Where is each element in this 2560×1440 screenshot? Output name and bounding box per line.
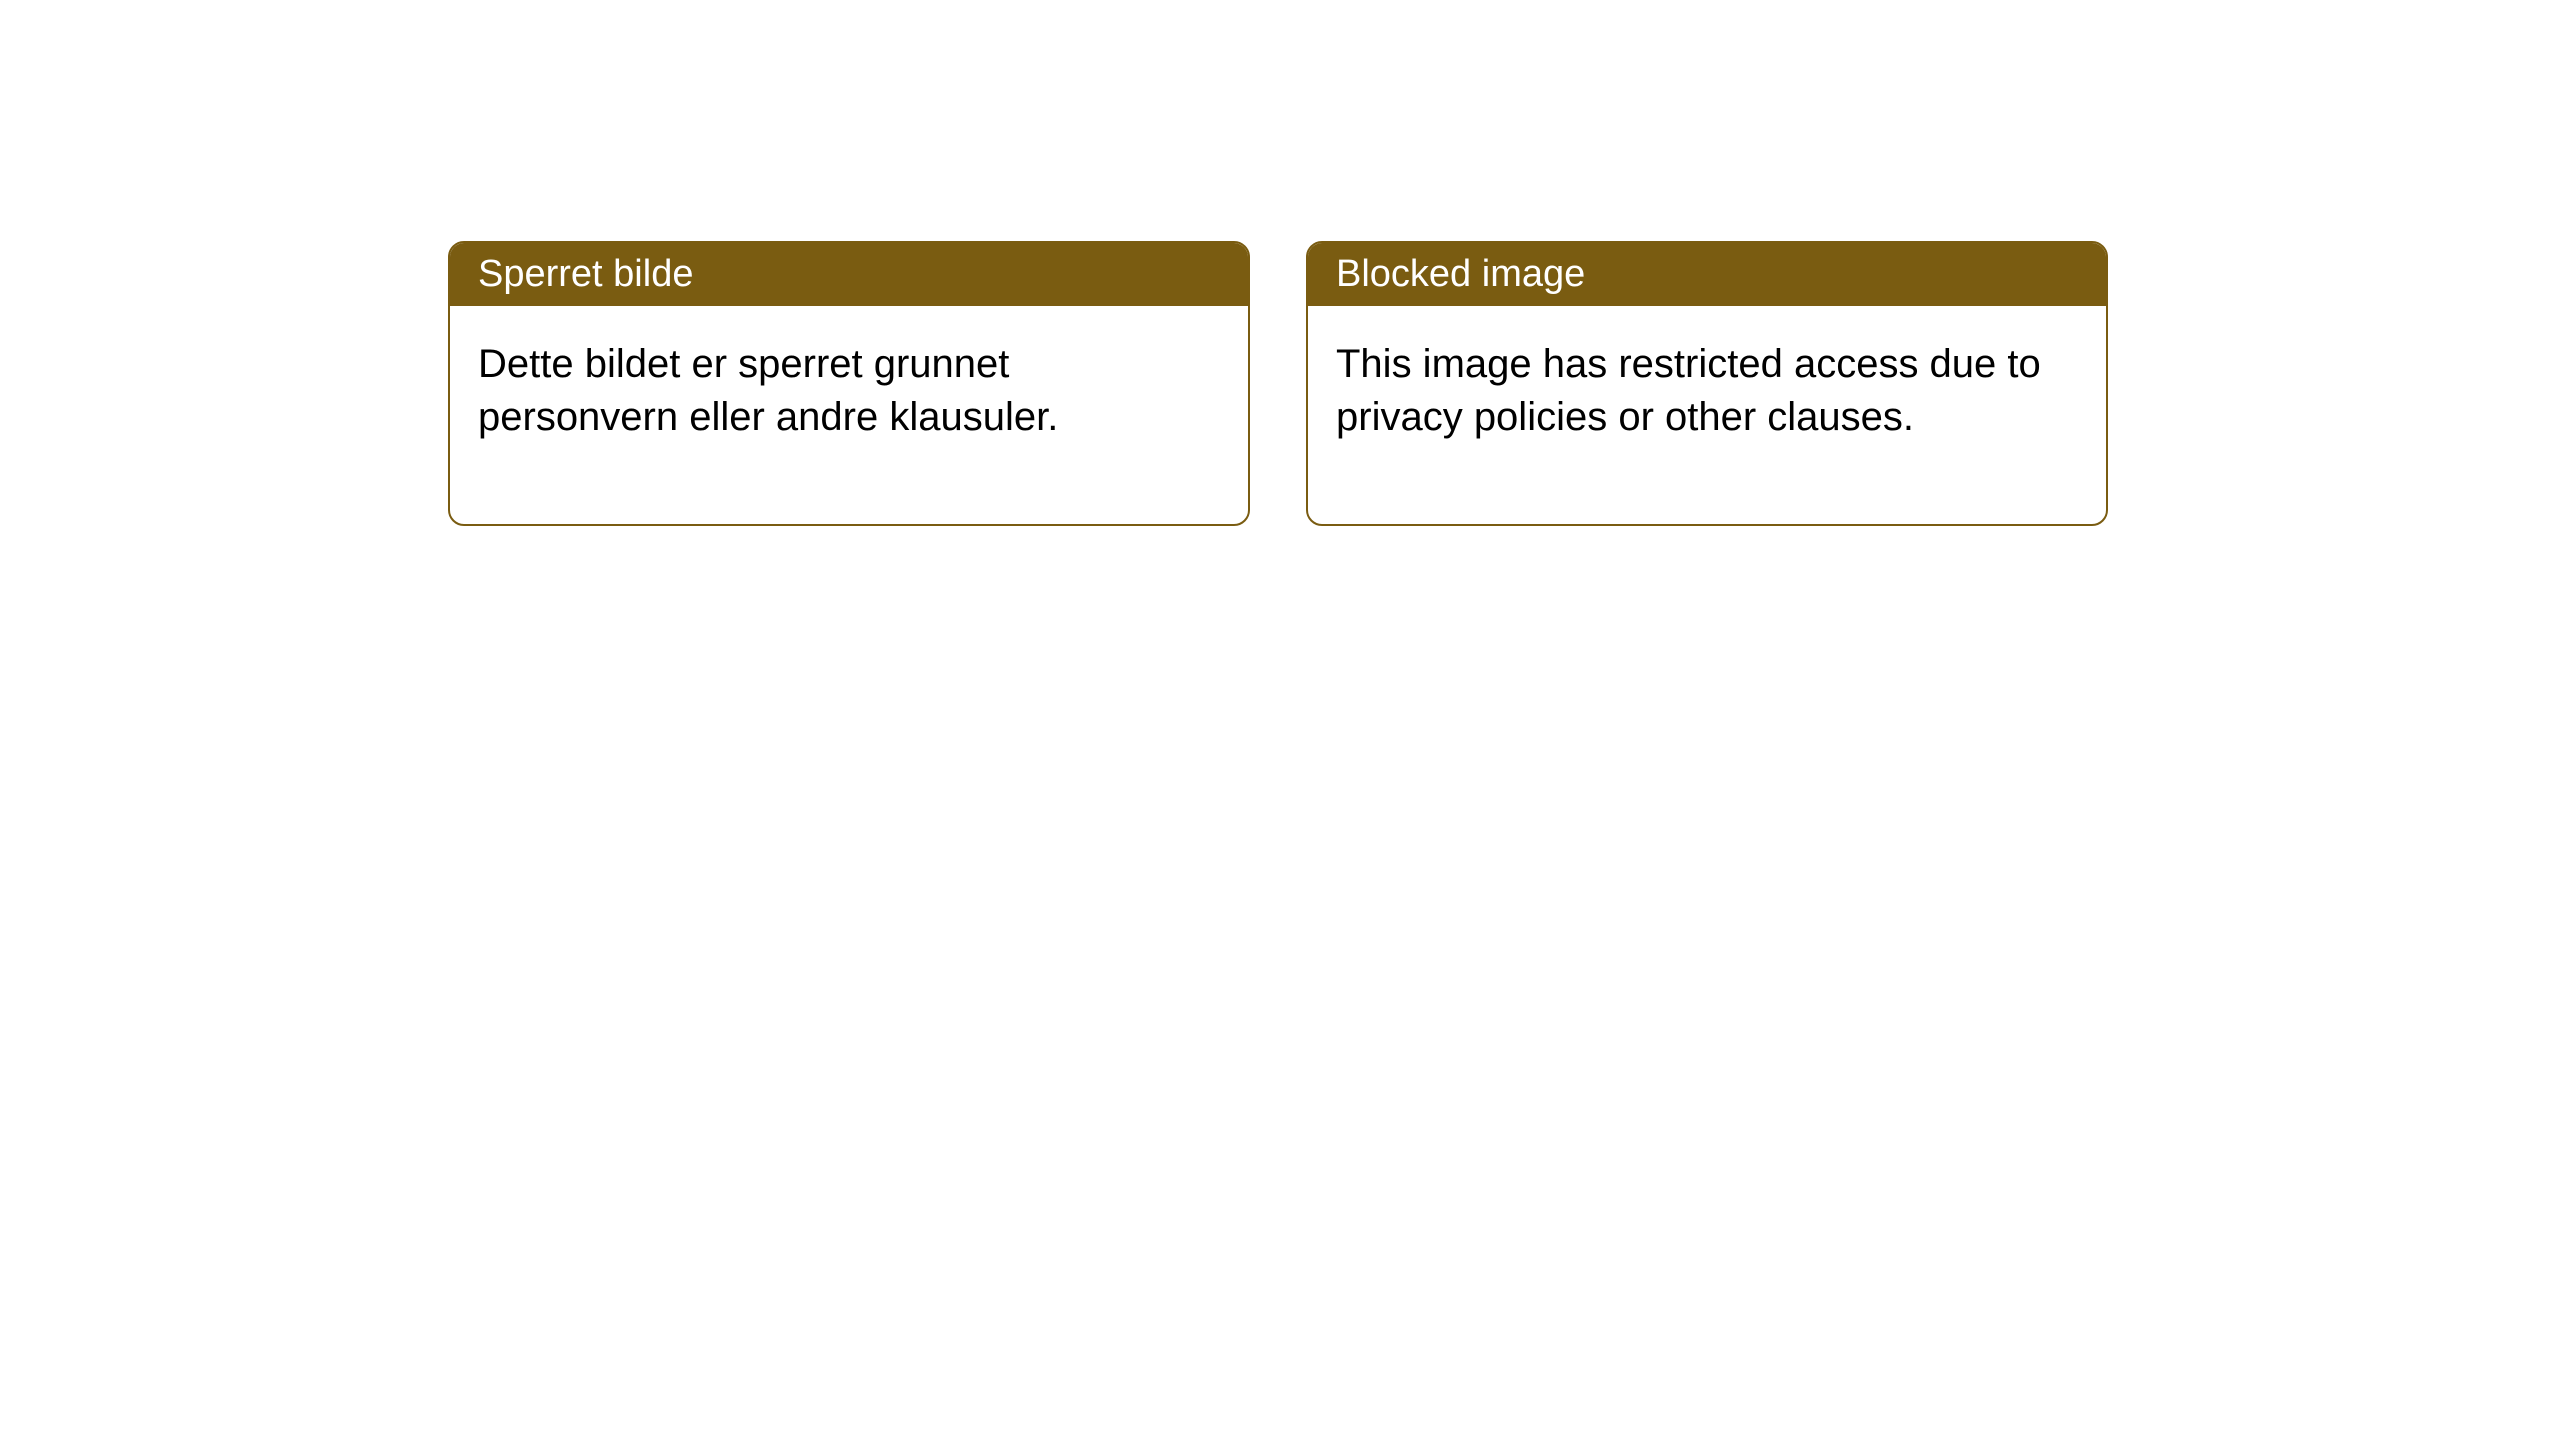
card-body-text: This image has restricted access due to … bbox=[1336, 342, 2041, 439]
card-title: Blocked image bbox=[1336, 253, 1585, 295]
notice-card-english: Blocked image This image has restricted … bbox=[1306, 241, 2108, 526]
card-body-text: Dette bildet er sperret grunnet personve… bbox=[478, 342, 1058, 439]
card-title: Sperret bilde bbox=[478, 253, 693, 295]
card-body: Dette bildet er sperret grunnet personve… bbox=[450, 306, 1248, 524]
notice-card-norwegian: Sperret bilde Dette bildet er sperret gr… bbox=[448, 241, 1250, 526]
card-header: Sperret bilde bbox=[450, 243, 1248, 306]
card-header: Blocked image bbox=[1308, 243, 2106, 306]
card-body: This image has restricted access due to … bbox=[1308, 306, 2106, 524]
notice-container: Sperret bilde Dette bildet er sperret gr… bbox=[448, 241, 2108, 526]
